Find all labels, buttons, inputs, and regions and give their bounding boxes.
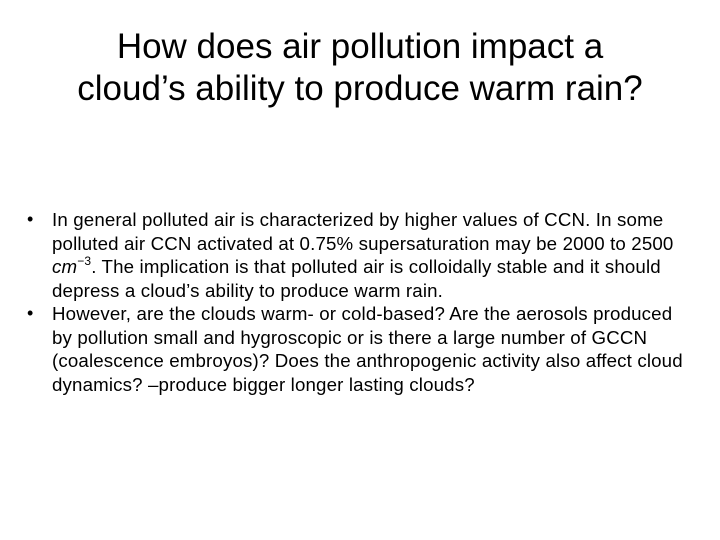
bullet-item-questions: • However, are the clouds warm- or cold-… <box>26 302 686 396</box>
bullet-text-part-2: . The implication is that polluted air i… <box>52 256 661 301</box>
bullet-marker: • <box>27 303 34 323</box>
bullet-item-ccn: • In general polluted air is characteriz… <box>26 208 686 302</box>
bullet-marker: • <box>27 209 34 229</box>
bullet-text-part-1: In general polluted air is characterized… <box>52 209 674 254</box>
bullet-text: However, are the clouds warm- or cold-ba… <box>52 303 683 395</box>
unit-exponent: −3 <box>77 253 92 268</box>
bullet-list: • In general polluted air is characteriz… <box>26 208 686 396</box>
slide-title: How does air pollution impact a cloud’s … <box>77 27 643 108</box>
unit-cm: cm <box>52 256 78 277</box>
